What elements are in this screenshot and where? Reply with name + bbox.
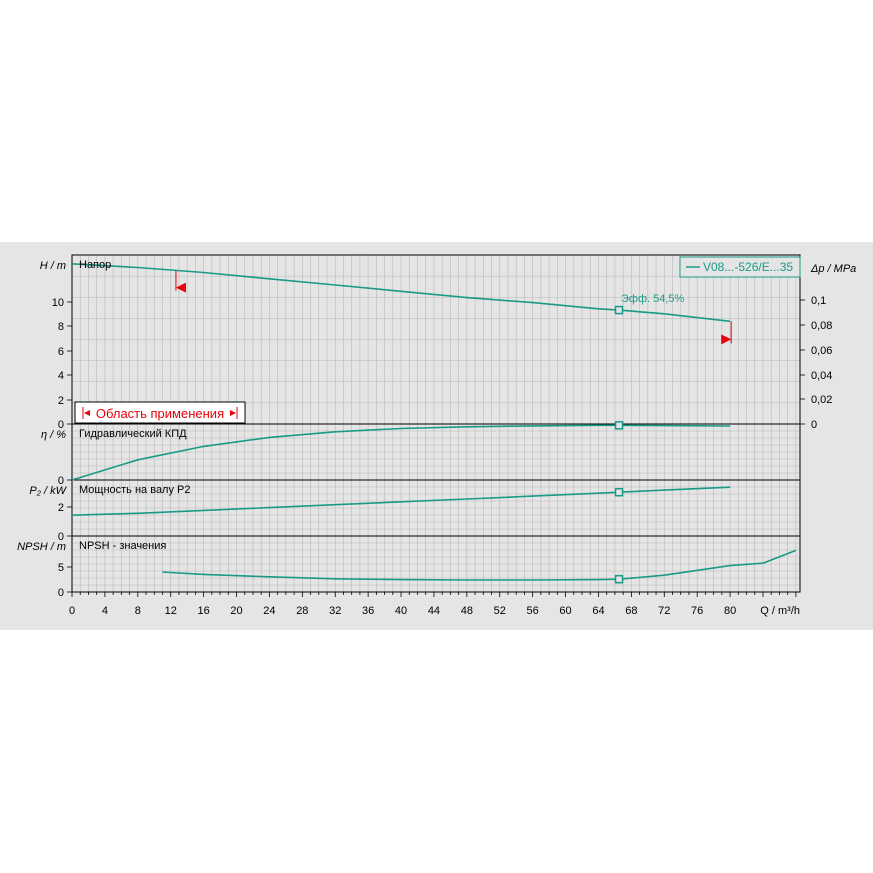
series-lines bbox=[71, 263, 797, 584]
series-line-npsh bbox=[162, 549, 797, 581]
legend-box bbox=[679, 256, 801, 278]
chart-labels: 0 4 8 12 16 20 24 28 32 36 40 44 48 52 56 60 64 68 72 76 80 Q… bbox=[17, 259, 856, 617]
range-legend-box bbox=[74, 401, 246, 424]
y-tick-label: 2 bbox=[58, 395, 64, 407]
y-axis-label-power: P₂ / kW bbox=[29, 485, 67, 497]
right-axis-label: Δp / MPa bbox=[810, 263, 856, 275]
y-tick-label: 8 bbox=[58, 321, 64, 333]
range-min-arrow bbox=[175, 282, 186, 293]
range-legend-right-arrow bbox=[230, 410, 236, 416]
x-tick-label: 16 bbox=[197, 605, 209, 617]
x-tick-label: 68 bbox=[625, 605, 637, 617]
x-tick-label: 20 bbox=[230, 605, 242, 617]
right-tick-label: 0,04 bbox=[811, 370, 832, 382]
range-max-arrow bbox=[721, 334, 732, 345]
y-tick-label: 2 bbox=[58, 502, 64, 514]
right-tick-label: 0,08 bbox=[811, 320, 832, 332]
x-tick-label: 8 bbox=[135, 605, 141, 617]
y-tick-label: 10 bbox=[52, 297, 64, 309]
efficiency-annotation: Эфф. 54,5% bbox=[621, 293, 685, 305]
operating-point-npsh bbox=[614, 574, 624, 584]
y-tick-label: 0 bbox=[58, 475, 64, 487]
operating-point-head bbox=[614, 305, 624, 315]
x-tick-label: 4 bbox=[102, 605, 108, 617]
x-tick-label: 24 bbox=[263, 605, 275, 617]
panel-title-head: Напор bbox=[79, 259, 111, 271]
operating-point-power bbox=[614, 487, 624, 497]
x-tick-label: 64 bbox=[592, 605, 604, 617]
panel-frame-npsh bbox=[71, 535, 801, 593]
pump-curve-chart: 0 4 8 12 16 20 24 28 32 36 40 44 48 52 56 60 64 68 72 76 80 Q… bbox=[0, 242, 873, 630]
legend: V08...-526/E...35 bbox=[679, 256, 801, 278]
chart-svg: 0 4 8 12 16 20 24 28 32 36 40 44 48 52 56 60 64 68 72 76 80 Q… bbox=[17, 254, 856, 617]
right-tick-label: 0,02 bbox=[811, 394, 832, 406]
series-line-power bbox=[71, 486, 731, 516]
x-axis-label: Q / m³/h bbox=[760, 605, 800, 617]
series-line-efficiency bbox=[71, 424, 731, 481]
x-tick-label: 56 bbox=[527, 605, 539, 617]
right-tick-label: 0,06 bbox=[811, 345, 832, 357]
panel-title-power: Мощность на валу P2 bbox=[79, 484, 191, 496]
right-tick-label: 0,1 bbox=[811, 295, 826, 307]
x-tick-label: 28 bbox=[296, 605, 308, 617]
x-tick-label: 80 bbox=[724, 605, 736, 617]
legend-label: V08...-526/E...35 bbox=[703, 260, 793, 274]
y-tick-label: 6 bbox=[58, 346, 64, 358]
series-line-head bbox=[71, 263, 731, 323]
y-axis-label-head: H / m bbox=[40, 260, 66, 272]
x-tick-label: 60 bbox=[559, 605, 571, 617]
y-tick-label: 5 bbox=[58, 562, 64, 574]
y-axis-label-efficiency: η / % bbox=[41, 429, 66, 441]
y-axis-label-npsh: NPSH / m bbox=[17, 541, 66, 553]
panel-title-npsh: NPSH - значения bbox=[79, 540, 166, 552]
y-tick-label: 0 bbox=[58, 587, 64, 599]
application-range bbox=[74, 270, 732, 424]
chart-frames bbox=[67, 254, 805, 597]
right-tick-label: 0 bbox=[811, 419, 817, 431]
y-tick-label: 0 bbox=[58, 419, 64, 431]
x-tick-label: 72 bbox=[658, 605, 670, 617]
x-tick-label: 0 bbox=[69, 605, 75, 617]
x-tick-label: 44 bbox=[428, 605, 440, 617]
x-tick-label: 40 bbox=[395, 605, 407, 617]
range-legend-label: Область применения bbox=[96, 406, 224, 421]
y-tick-label: 0 bbox=[58, 531, 64, 543]
x-tick-label: 32 bbox=[329, 605, 341, 617]
x-tick-label: 36 bbox=[362, 605, 374, 617]
x-tick-label: 52 bbox=[494, 605, 506, 617]
operating-point-efficiency bbox=[614, 421, 624, 430]
x-tick-label: 76 bbox=[691, 605, 703, 617]
panel-title-efficiency: Гидравлический КПД bbox=[79, 428, 187, 440]
x-tick-label: 12 bbox=[165, 605, 177, 617]
x-tick-label: 48 bbox=[461, 605, 473, 617]
y-tick-label: 4 bbox=[58, 370, 64, 382]
range-legend-left-arrow bbox=[84, 410, 90, 416]
